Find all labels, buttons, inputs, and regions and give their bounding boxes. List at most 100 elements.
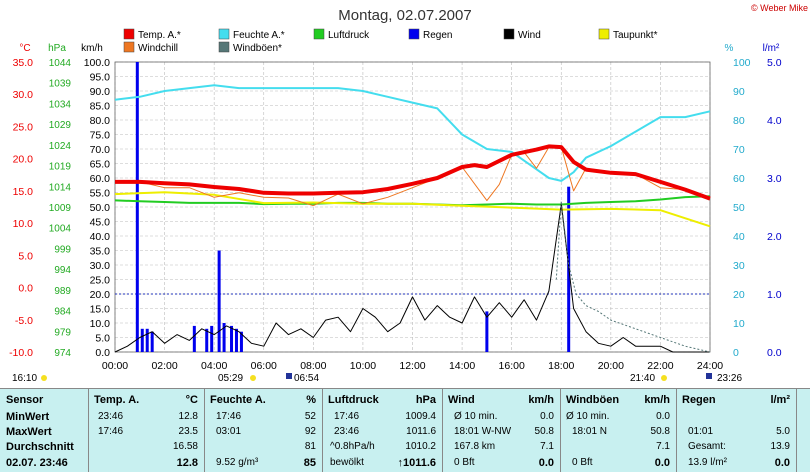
rain-bar (205, 328, 209, 352)
legend-label: Taupunkt* (613, 30, 658, 41)
rain-tick-label: 3.0 (767, 173, 782, 185)
wind-tick-label: 20.0 (90, 289, 111, 301)
pressure-tick-label: 984 (54, 307, 71, 318)
temp-tick-label: 5.0 (18, 250, 33, 262)
sun-marker-time: 05:29 (218, 373, 243, 384)
wind-tick-label: 5.0 (95, 333, 110, 345)
x-tick-label: 08:00 (300, 360, 326, 372)
wind-tick-label: 45.0 (90, 217, 111, 229)
stats-humidity-current: 85 (303, 457, 316, 469)
stats-gust-avg10: 0.0 (656, 411, 670, 422)
wind-tick-label: 65.0 (90, 159, 111, 171)
rain-bar (239, 331, 243, 352)
stats-pressure-min: 1009.4 (405, 411, 436, 422)
moon-icon (706, 373, 712, 379)
series-lines (114, 84, 711, 353)
pressure-axis-unit: hPa (48, 43, 66, 54)
rain-bar (222, 323, 226, 352)
stats-humidity-header: Feuchte A. (210, 394, 266, 406)
stats-pressure-column: Luftdruck hPa 17:46 1009.4 23:46 1011.6 … (322, 389, 443, 472)
stats-wind-max-time: 18:01 W-NW (454, 426, 512, 437)
stats-pressure-trend: ^0.8hPa/h (330, 441, 375, 452)
legend-swatch (218, 28, 230, 40)
stats-pressure-forecast: bewölkt (330, 457, 364, 468)
rain-bar (485, 311, 489, 352)
x-tick-label: 00:00 (102, 360, 128, 372)
rain-bar (140, 328, 144, 352)
humidity-tick-label: 50 (733, 202, 745, 214)
stats-temp-min-time: 23:46 (98, 411, 124, 422)
pressure-tick-label: 999 (54, 244, 71, 255)
stats-wind-avg10: 0.0 (540, 411, 554, 422)
series-line-windb-en (555, 200, 711, 353)
humidity-tick-label: 70 (733, 144, 745, 156)
rain-tick-label: 1.0 (767, 289, 782, 301)
series-line-taupunkt (114, 191, 711, 228)
rain-tick-label: 4.0 (767, 115, 782, 127)
stats-pressure-min-time: 17:46 (334, 411, 360, 422)
rain-bar (150, 331, 154, 352)
legend-label: Feuchte A.* (233, 30, 285, 41)
stats-rain-max: 5.0 (776, 426, 790, 437)
stats-rain-total: 13.9 (770, 441, 790, 452)
stats-gust-avg10-label: Ø 10 min. (566, 411, 610, 422)
stats-rain-unit: l/m² (770, 394, 790, 406)
stats-row-label-min: MinWert (6, 411, 50, 423)
stats-humidity-max-time: 03:01 (216, 426, 242, 437)
sun-markers: 16:10 05:29 06:54 21:40 23:26 (12, 373, 742, 384)
rain-tick-label: 2.0 (767, 231, 782, 243)
legend-swatch (598, 28, 610, 40)
stats-row-label-current: 02.07. 23:46 (6, 457, 68, 469)
rain-tick-label: 5.0 (767, 57, 782, 69)
wind-tick-label: 35.0 (90, 246, 111, 258)
temp-tick-label: 25.0 (13, 121, 34, 133)
stats-temp-max-time: 17:46 (98, 426, 124, 437)
x-tick-label: 10:00 (350, 360, 376, 372)
stats-pressure-header: Luftdruck (328, 394, 379, 406)
stats-temp-column: Temp. A. °C 23:46 12.8 17:46 23.5 16.58 … (88, 389, 205, 472)
wind-tick-label: 50.0 (90, 202, 111, 214)
stats-gust-bft: 0 Bft (572, 457, 593, 468)
stats-wind-column: Wind km/h Ø 10 min. 0.0 18:01 W-NW 50.8 … (442, 389, 561, 472)
legend-label: Windchill (138, 43, 178, 54)
pressure-tick-label: 979 (54, 327, 71, 338)
stats-rain-column: Regen l/m² 01:01 5.0 Gesamt: 13.9 13.9 l… (676, 389, 797, 472)
wind-tick-label: 85.0 (90, 101, 111, 113)
wind-tick-label: 10.0 (90, 318, 111, 330)
x-tick-label: 16:00 (499, 360, 525, 372)
humidity-tick-label: 40 (733, 231, 745, 243)
pressure-tick-label: 1009 (49, 203, 72, 214)
stats-row-label-max: MaxWert (6, 426, 52, 438)
chart-grid (114, 61, 711, 353)
pressure-tick-label: 994 (54, 265, 71, 276)
series-line-temp-a (115, 144, 711, 201)
series-line-feuchte-a (114, 84, 711, 182)
stats-wind-avg10-label: Ø 10 min. (454, 411, 498, 422)
sun-marker-time: 21:40 (630, 373, 655, 384)
legend-swatch (408, 28, 420, 40)
stats-temp-unit: °C (185, 394, 198, 406)
rain-bar (230, 325, 234, 352)
pressure-tick-label: 1039 (49, 79, 72, 90)
stats-sensor-header: Sensor (6, 394, 44, 406)
copyright-text: © Weber Mike (751, 3, 808, 13)
legend-swatch (503, 28, 515, 40)
stats-wind-max: 50.8 (534, 426, 554, 437)
stats-pressure-unit: hPa (415, 394, 436, 406)
stats-temp-max: 23.5 (178, 426, 198, 437)
humidity-tick-label: 100 (733, 57, 751, 69)
pressure-tick-label: 1024 (49, 141, 72, 152)
pressure-tick-label: 1029 (49, 120, 72, 131)
stats-pressure-avg: 1010.2 (405, 441, 436, 452)
sun-marker-time: 16:10 (12, 373, 37, 384)
legend-label: Regen (423, 30, 452, 41)
temp-tick-label: 15.0 (13, 186, 34, 198)
stats-humidity-min: 52 (304, 411, 316, 422)
rain-tick-label: 0.0 (767, 347, 782, 359)
temp-tick-label: 0.0 (18, 283, 33, 295)
stats-gust-unit: km/h (644, 394, 670, 406)
wind-tick-label: 0.0 (95, 347, 110, 359)
x-tick-label: 02:00 (151, 360, 177, 372)
stats-wind-avg: 7.1 (540, 441, 554, 452)
stats-rain-day-total: 13.9 l/m² (688, 457, 727, 468)
